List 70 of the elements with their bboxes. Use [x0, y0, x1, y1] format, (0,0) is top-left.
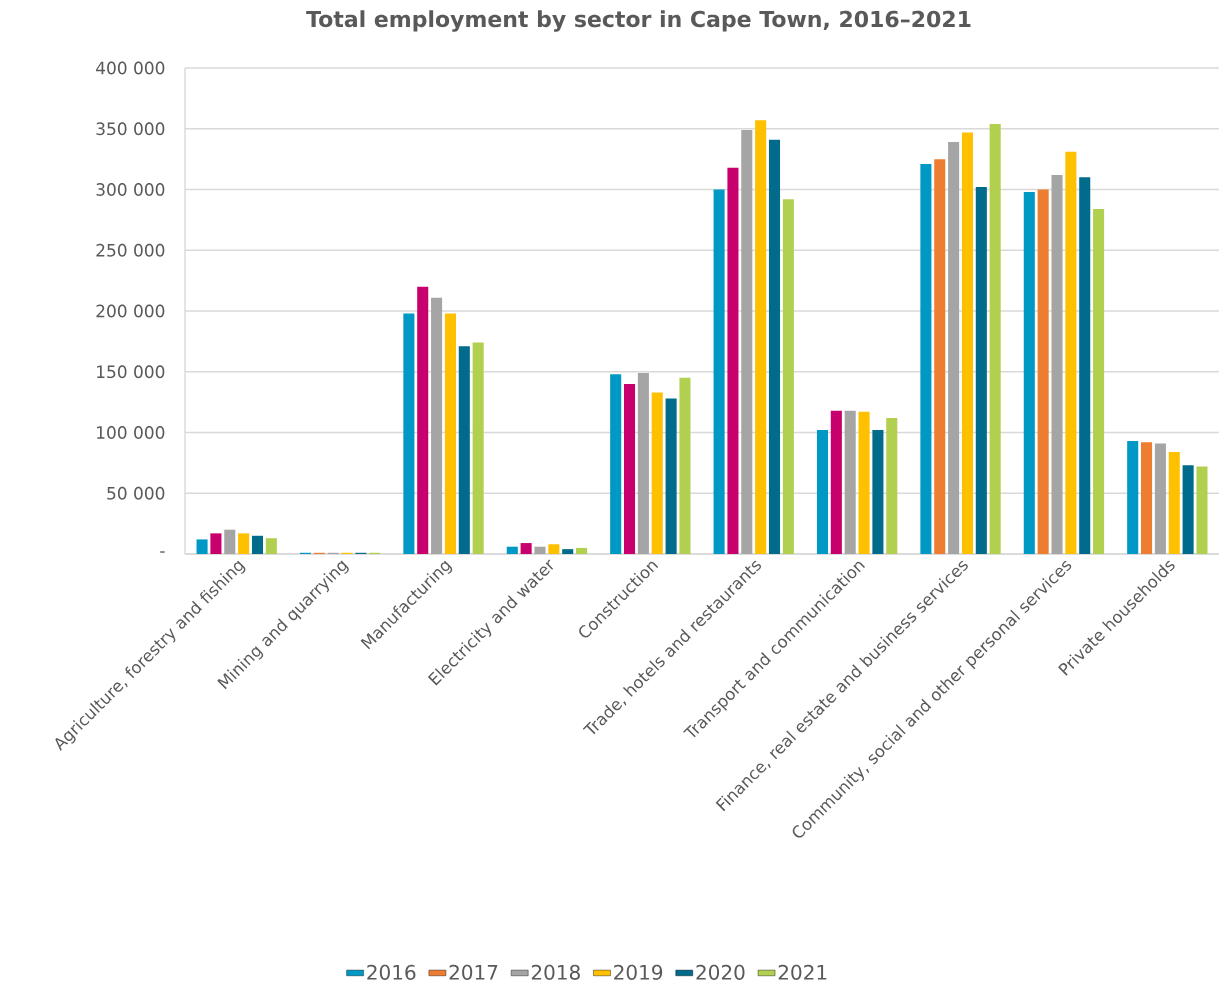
- y-tick-label: 150 000: [97, 365, 165, 379]
- legend-label: 2017: [449, 964, 498, 980]
- bar: [431, 297, 443, 554]
- bar: [1182, 465, 1194, 554]
- y-tick-label: 250 000: [96, 243, 165, 257]
- bar: [961, 132, 973, 554]
- y-tick-label: 300 000: [96, 183, 165, 196]
- bar: [1051, 174, 1063, 554]
- bar: [610, 374, 622, 554]
- bar: [665, 398, 677, 554]
- bar: [403, 313, 415, 554]
- bar: [1037, 189, 1049, 554]
- bar: [210, 533, 222, 554]
- bar: [520, 543, 532, 554]
- bar: [886, 417, 898, 554]
- bar: [713, 189, 725, 554]
- bar: [755, 120, 767, 554]
- bar: [679, 377, 691, 554]
- legend-label: 2018: [531, 964, 580, 980]
- bar: [562, 549, 574, 554]
- bar: [576, 547, 588, 554]
- bar: [920, 163, 932, 554]
- bar: [844, 410, 856, 554]
- y-tick-label: 400 000: [96, 61, 165, 75]
- bar: [251, 535, 264, 554]
- chart-title: Total employment by sector in Cape Town, 2016–2021: [306, 10, 971, 32]
- bar: [872, 430, 884, 554]
- bar: [637, 372, 649, 554]
- bar: [816, 430, 829, 554]
- bar: [534, 546, 546, 554]
- bar: [1127, 441, 1139, 554]
- bar: [989, 123, 1001, 554]
- bar: [1154, 443, 1166, 554]
- bar: [1079, 177, 1091, 554]
- y-tick-label: 200 000: [96, 304, 165, 318]
- bar: [238, 533, 250, 554]
- bar: [651, 392, 663, 554]
- bar: [472, 342, 484, 554]
- bar: [458, 346, 470, 554]
- bar: [196, 539, 208, 554]
- y-tick-label: 350 000: [96, 122, 165, 136]
- bar: [548, 544, 560, 554]
- legend-label: 2019: [614, 964, 663, 980]
- y-tick-label: 50 000: [107, 486, 165, 500]
- bar: [768, 139, 781, 554]
- legend-label: 2020: [696, 964, 745, 980]
- legend-label: 2016: [367, 964, 416, 980]
- y-tick-label: 100 000: [97, 426, 165, 439]
- bar: [417, 286, 429, 554]
- bar: [782, 199, 794, 554]
- bar: [858, 411, 870, 554]
- bar: [975, 187, 987, 554]
- bar: [934, 159, 946, 554]
- bar: [224, 529, 236, 554]
- bar: [1093, 208, 1105, 554]
- bar: [948, 142, 960, 554]
- bar: [444, 313, 456, 554]
- bar: [741, 129, 753, 554]
- legend-label: 2021: [778, 964, 827, 980]
- y-tick-label: -: [160, 551, 165, 553]
- bar: [1141, 442, 1153, 554]
- bar: [727, 167, 739, 554]
- bar: [1196, 466, 1208, 554]
- bar: [265, 538, 277, 554]
- bar: [1168, 451, 1180, 554]
- bar: [1023, 191, 1035, 554]
- bar: [830, 410, 842, 554]
- bar: [506, 546, 518, 554]
- bar: [1065, 151, 1077, 554]
- bar: [624, 383, 636, 554]
